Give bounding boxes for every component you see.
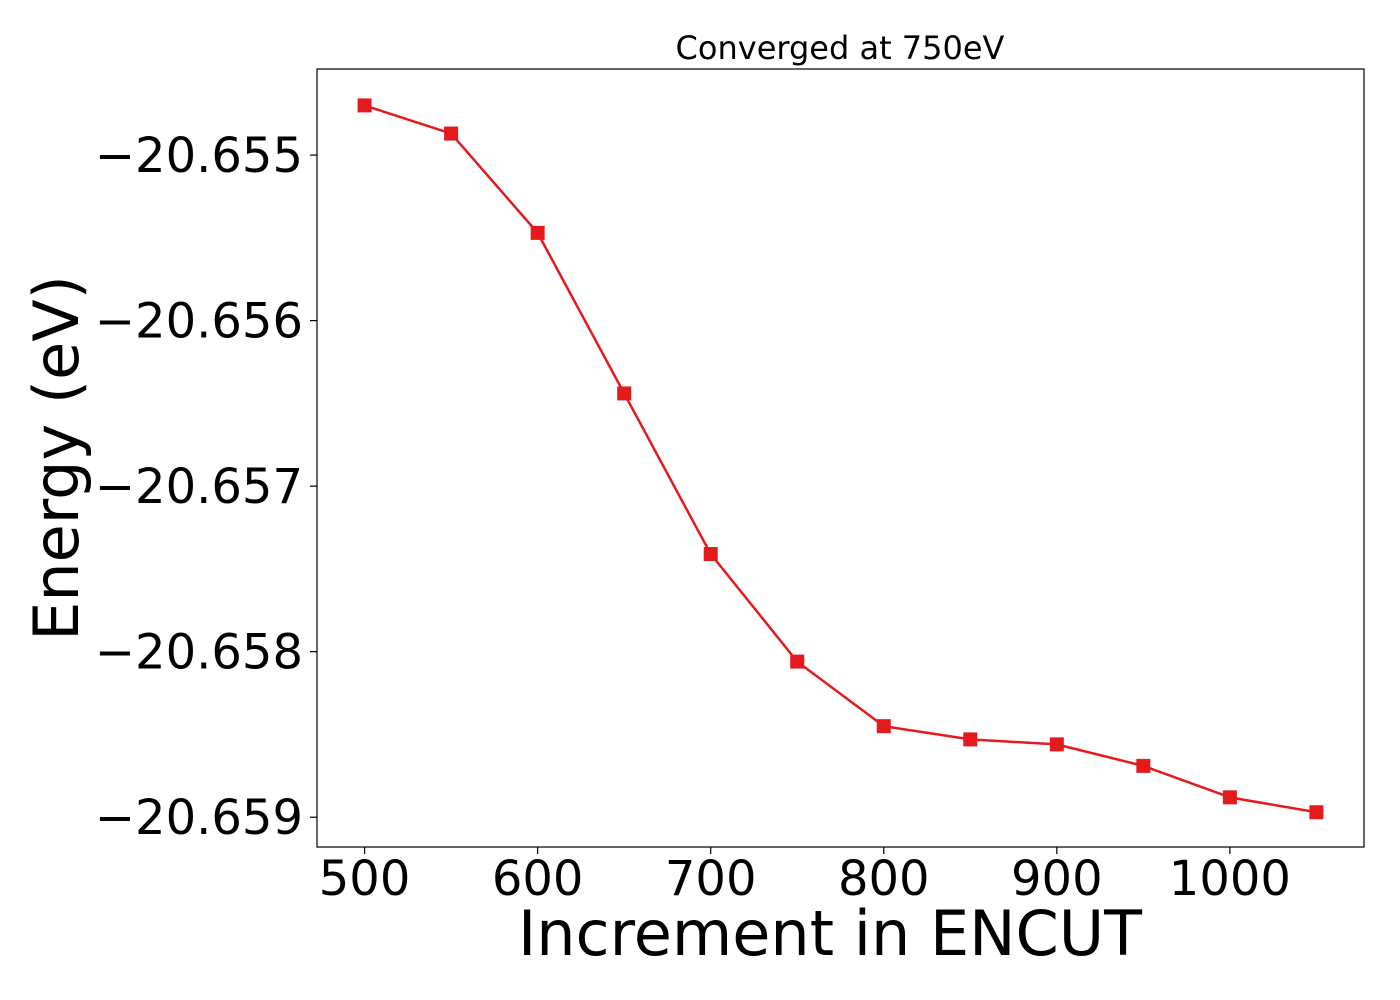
- y-tick-label: −20.655: [95, 128, 303, 184]
- data-point-marker: [1049, 737, 1064, 752]
- plot-frame: [316, 68, 1365, 848]
- x-tick-label: 500: [319, 851, 411, 907]
- x-tick-label: 1000: [1169, 851, 1291, 907]
- x-tick-label: 900: [1011, 851, 1103, 907]
- x-tick-label: 600: [492, 851, 584, 907]
- data-point-marker: [1136, 758, 1151, 773]
- x-tick-label: 800: [838, 851, 930, 907]
- x-axis-ticks: 500 600 700 800 900 1000: [319, 847, 1291, 907]
- data-point-marker: [876, 719, 891, 734]
- data-point-marker: [530, 225, 545, 240]
- series-group: [357, 98, 1324, 820]
- data-point-marker: [357, 98, 372, 113]
- data-point-marker: [963, 732, 978, 747]
- x-tick-label: 700: [665, 851, 757, 907]
- y-tick-label: −20.657: [95, 459, 303, 515]
- data-point-marker: [703, 547, 718, 562]
- data-point-marker: [444, 126, 459, 141]
- series-line: [364, 104, 1317, 814]
- y-axis-label: Energy (eV): [20, 275, 93, 641]
- x-axis-label: Increment in ENCUT: [518, 897, 1143, 970]
- y-tick-label: −20.659: [95, 790, 303, 846]
- plot-area: [316, 68, 1365, 848]
- y-tick-label: −20.656: [95, 294, 303, 350]
- data-point-marker: [790, 654, 805, 669]
- data-point-marker: [617, 386, 632, 401]
- data-point-marker: [1309, 805, 1324, 820]
- chart-title: Converged at 750eV: [676, 29, 1005, 67]
- data-point-marker: [1222, 790, 1237, 805]
- y-axis-ticks: −20.655 −20.656 −20.657 −20.658 −20.659: [95, 128, 317, 846]
- y-tick-label: −20.658: [95, 625, 303, 681]
